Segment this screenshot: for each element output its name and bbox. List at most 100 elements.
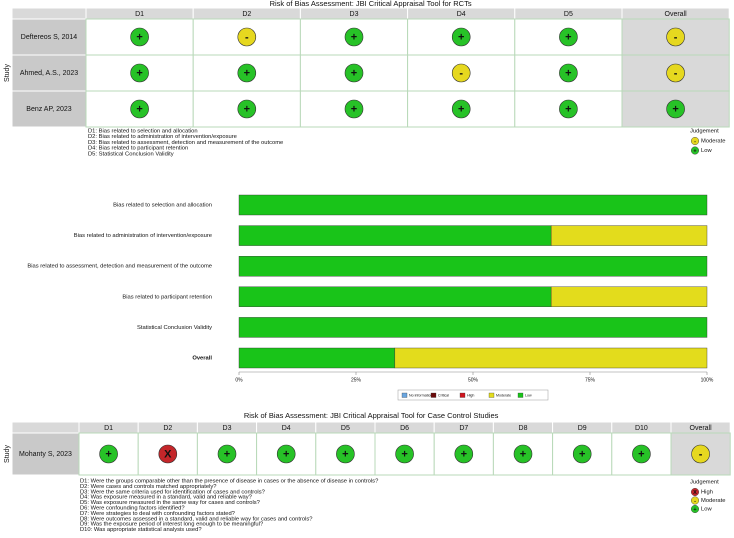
- column-label: D1: [135, 11, 144, 18]
- judgement-symbol: +: [638, 448, 644, 460]
- judgement-dot: [451, 99, 471, 119]
- judgement-symbol: X: [164, 448, 172, 460]
- judgement-dot: [666, 27, 685, 47]
- judgement-symbol: +: [461, 448, 467, 460]
- judgement-symbol: +: [136, 103, 142, 115]
- legend-symbol: -: [694, 139, 696, 145]
- judgement-symbol: +: [136, 31, 142, 43]
- judgement-symbol: +: [283, 448, 289, 460]
- legend-dot: [691, 505, 700, 514]
- judgement-symbol: -: [459, 67, 463, 79]
- judgement-dot: [237, 63, 257, 83]
- judgement-dot: [344, 27, 364, 47]
- column-label: D9: [578, 425, 587, 432]
- legend-title: Judgement: [690, 480, 719, 486]
- judgement-dot: [130, 99, 149, 119]
- judgement-symbol: +: [565, 31, 571, 43]
- judgement-dot: [344, 99, 364, 119]
- judgement-dot: [451, 27, 471, 47]
- legend-swatch: [488, 392, 495, 398]
- judgement-symbol: +: [351, 31, 357, 43]
- note: D5: Statistical Conclusion Validity: [88, 151, 174, 157]
- column-label: Overall: [690, 425, 713, 432]
- column-label: D3: [350, 11, 359, 18]
- judgement-dot: [632, 444, 651, 464]
- study-label: Benz AP, 2023: [26, 106, 72, 113]
- study-cell: [11, 18, 87, 56]
- judgement-symbol: -: [245, 31, 249, 43]
- legend-label: High: [701, 490, 713, 496]
- note: D10: Was appropriate statistical analysi…: [80, 527, 202, 533]
- x-tick-label: 0%: [235, 377, 243, 383]
- axis-label: Study: [4, 445, 11, 463]
- legend-symbol: +: [693, 507, 696, 513]
- legend-label: Low: [701, 507, 712, 513]
- judgement-dot: [237, 99, 257, 119]
- bar-segment: [238, 225, 552, 246]
- judgement-symbol: +: [342, 448, 348, 460]
- column-label: D7: [459, 425, 468, 432]
- legend-symbol: X: [693, 490, 697, 496]
- legend-label: Moderate: [701, 139, 726, 145]
- note: D7: Were strategies to deal with confoun…: [80, 511, 236, 517]
- column-label: D10: [635, 425, 648, 432]
- study-label: Deftereos S, 2014: [21, 34, 78, 41]
- study-label: Ahmed, A.S., 2023: [20, 70, 78, 77]
- judgement-symbol: +: [565, 103, 571, 115]
- note: D3: Bias related to assessment, detectio…: [88, 140, 283, 146]
- judgement-symbol: +: [244, 67, 250, 79]
- judgement-symbol: +: [565, 67, 571, 79]
- y-tick-label: Statistical Conclusion Validity: [137, 325, 212, 331]
- judgement-symbol: +: [672, 103, 678, 115]
- judgement-dot: [344, 63, 364, 83]
- legend-label: No information: [409, 393, 432, 397]
- column-label: D3: [223, 425, 232, 432]
- legend-label: Low: [701, 148, 712, 154]
- x-tick-label: 25%: [351, 377, 362, 383]
- x-tick-label: 75%: [585, 377, 596, 383]
- y-tick-label: Bias related to assessment, detection an…: [27, 264, 212, 270]
- judgement-symbol: +: [401, 448, 407, 460]
- judgement-dot: [572, 444, 592, 464]
- judgement-dot: [130, 63, 149, 83]
- legend-dot: [691, 136, 700, 145]
- legend-symbol: -: [694, 498, 696, 504]
- note: D2: Were cases and controls matched appr…: [80, 484, 217, 490]
- judgement-dot: [454, 444, 474, 464]
- judgement-cell: [256, 432, 317, 476]
- axis-label: Study: [4, 64, 11, 82]
- judgement-dot: [513, 444, 533, 464]
- column-label: D6: [400, 425, 409, 432]
- legend-dot: [691, 146, 700, 155]
- judgement-symbol: +: [458, 31, 464, 43]
- judgement-dot: [237, 27, 257, 47]
- judgement-symbol: +: [244, 103, 250, 115]
- legend-swatch: [430, 392, 437, 398]
- legend-swatch: [517, 392, 524, 398]
- judgement-cell: [85, 54, 194, 92]
- judgement-symbol: +: [351, 103, 357, 115]
- column-label: D8: [519, 425, 528, 432]
- judgement-symbol: -: [674, 31, 678, 43]
- column-label: D4: [282, 425, 291, 432]
- legend-label: Moderate: [496, 393, 511, 397]
- plot-title: Risk of Bias Assessment: JBI Critical Ap…: [270, 0, 472, 8]
- judgement-dot: [130, 27, 149, 47]
- bar-segment: [238, 347, 396, 369]
- judgement-symbol: +: [579, 448, 585, 460]
- judgement-symbol: +: [136, 67, 142, 79]
- bar-segment: [550, 225, 708, 246]
- judgement-symbol: +: [520, 448, 526, 460]
- judgement-dot: [691, 444, 710, 464]
- judgement-dot: [559, 63, 578, 83]
- legend-swatch: [459, 392, 466, 398]
- legend-swatch: [401, 392, 408, 398]
- judgement-symbol: -: [674, 67, 678, 79]
- column-label: D4: [457, 11, 466, 18]
- judgement-dot: [158, 444, 178, 464]
- judgement-dot: [336, 444, 355, 464]
- column-label: D2: [242, 11, 251, 18]
- judgement-cell: [299, 90, 409, 128]
- note: D9: Was the exposure period of interest …: [80, 522, 264, 528]
